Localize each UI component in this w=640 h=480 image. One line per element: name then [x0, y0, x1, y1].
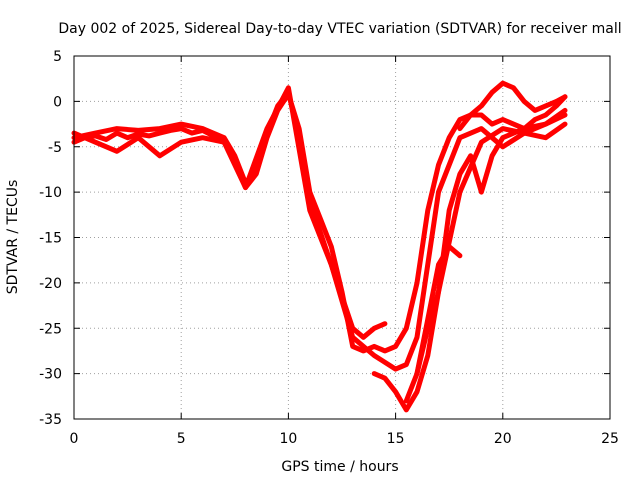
y-tick-label: -5 [48, 140, 62, 156]
series-track-f [414, 112, 568, 377]
y-tick-label: -35 [39, 412, 62, 428]
series-track-c [71, 85, 388, 340]
series-track-g [457, 80, 568, 132]
y-tick-label: -15 [39, 231, 62, 247]
x-tick-label: 25 [601, 431, 619, 447]
x-tick-label: 10 [279, 431, 297, 447]
y-tick-label: -25 [39, 321, 62, 337]
grid-lines [74, 56, 610, 419]
x-axis-label: GPS time / hours [281, 459, 398, 475]
x-tick-label: 15 [387, 431, 405, 447]
y-tick-label: 0 [53, 94, 62, 110]
y-tick-label: -20 [39, 276, 62, 292]
axis-ticks: 0 5 10 15 20 25 5 0 -5 -10 -15 -20 -25 -30 -35 [39, 49, 619, 447]
y-tick-label: 5 [53, 49, 62, 65]
series-track-a [71, 91, 568, 354]
y-tick-label: -30 [39, 367, 62, 383]
x-tick-label: 5 [177, 431, 186, 447]
x-tick-label: 0 [70, 431, 79, 447]
x-tick-label: 20 [494, 431, 512, 447]
data-series [71, 80, 568, 413]
y-tick-label: -10 [39, 185, 62, 201]
series-track-e [403, 244, 463, 404]
chart-title: Day 002 of 2025, Sidereal Day-to-day VTE… [58, 21, 621, 37]
y-axis-label: SDTVAR / TECUs [5, 180, 21, 295]
